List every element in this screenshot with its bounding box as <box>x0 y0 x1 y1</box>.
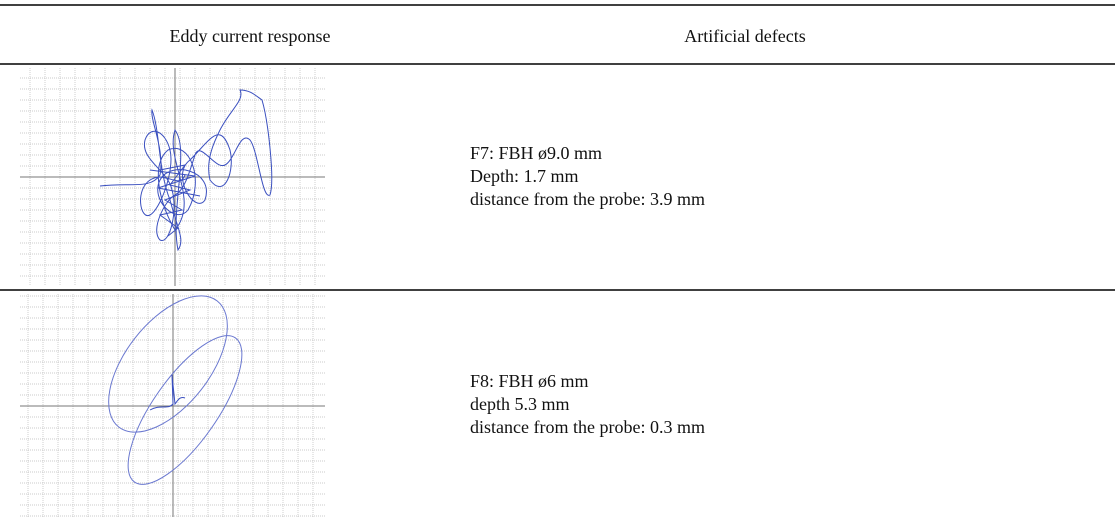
eddy-plot <box>20 294 325 517</box>
response-trace <box>108 295 228 433</box>
column-header: Eddy current response <box>170 26 331 46</box>
response-trace <box>99 89 273 252</box>
eddy-plot <box>20 68 325 286</box>
defect-line: Depth: 1.7 mm <box>470 166 579 186</box>
defect-line: distance from the probe: 0.3 mm <box>470 417 705 437</box>
response-trace <box>127 335 243 485</box>
response-trace <box>149 164 201 237</box>
defect-line: F8: FBH ø6 mm <box>470 371 589 391</box>
defect-line: depth 5.3 mm <box>470 394 570 414</box>
response-trace <box>149 374 186 411</box>
defect-line: distance from the probe: 3.9 mm <box>470 189 705 209</box>
defect-line: F7: FBH ø9.0 mm <box>470 143 602 163</box>
column-header: Artificial defects <box>684 26 805 46</box>
